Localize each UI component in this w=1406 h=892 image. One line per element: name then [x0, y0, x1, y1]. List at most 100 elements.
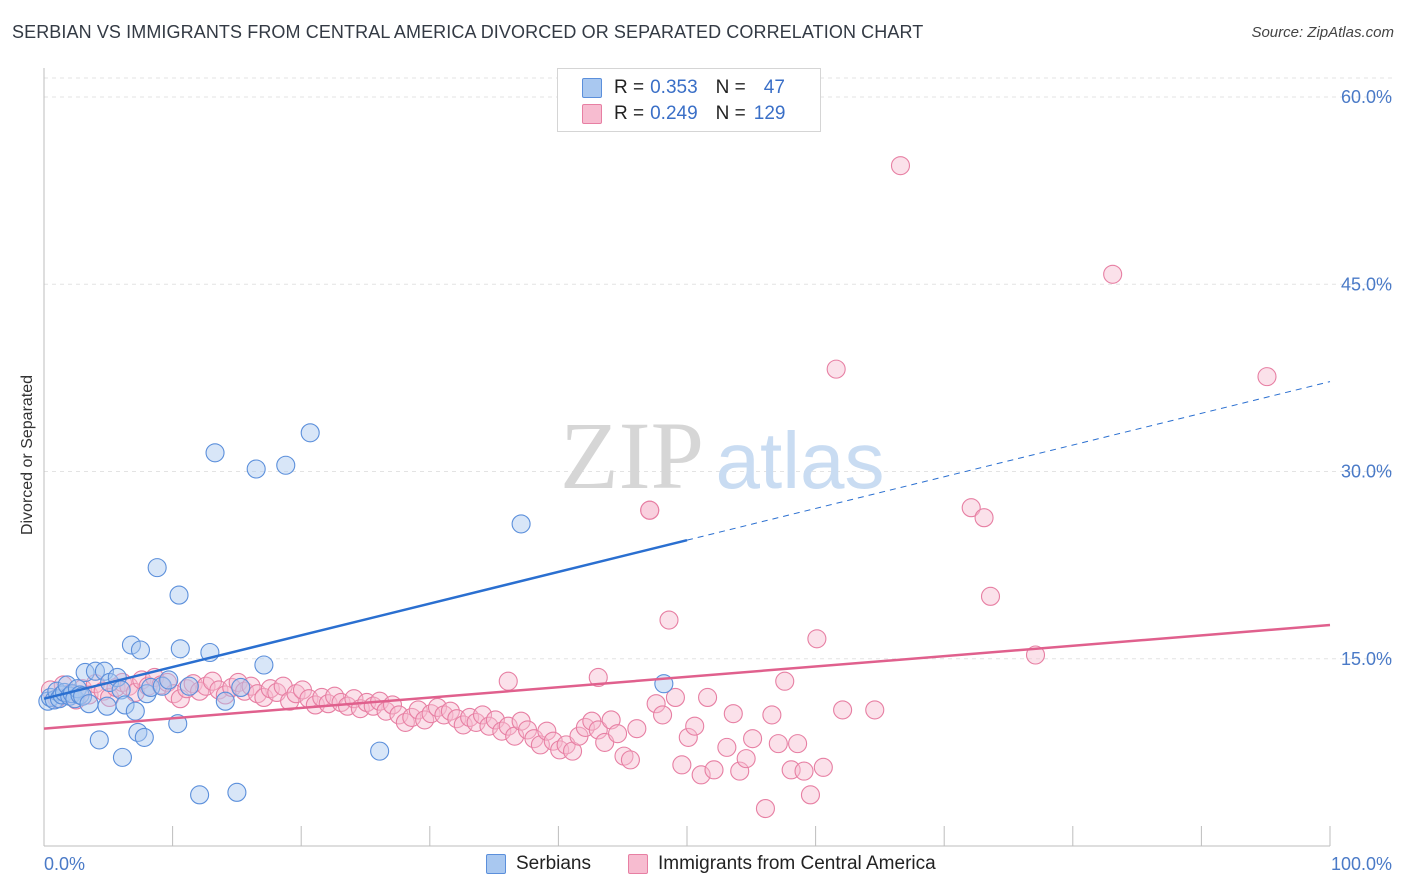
immigrants-point — [704, 760, 724, 780]
legend-r-value: 0.353 — [650, 77, 698, 98]
immigrants-point — [395, 712, 415, 732]
legend-n-value: 47 — [763, 77, 785, 98]
x-tick-label: 0.0% — [44, 854, 85, 874]
immigrants-point — [768, 734, 788, 754]
immigrants-point — [1025, 645, 1046, 665]
immigrants-point — [800, 785, 821, 805]
serbians-point — [169, 585, 189, 605]
legend-r-label: R = — [614, 103, 645, 124]
serbians-trendline — [43, 538, 688, 700]
trendlines — [43, 381, 1331, 730]
immigrants-point — [440, 701, 460, 721]
serbians-point — [89, 730, 109, 750]
serbians-point — [205, 443, 225, 463]
immigrants-point — [961, 498, 981, 518]
immigrants-legend-swatch — [628, 854, 648, 874]
legend-n-label: N = — [715, 77, 746, 98]
immigrants-point — [640, 500, 660, 520]
serbians-trendline-extension — [686, 381, 1331, 541]
source-label: Source: ZipAtlas.com — [1251, 24, 1394, 41]
immigrants-point — [653, 705, 673, 725]
serbians-point — [231, 677, 251, 698]
immigrants-point — [974, 508, 994, 528]
tick-labels: 15.0% 30.0% 45.0% 60.0% 0.0% 100.0% — [44, 87, 1392, 874]
immigrants-point — [492, 721, 512, 741]
immigrants-point — [196, 676, 216, 696]
y-tick-label: 45.0% — [1341, 274, 1392, 294]
immigrants-point — [794, 761, 814, 781]
serbians-point — [276, 455, 296, 475]
serbians-point — [170, 639, 190, 659]
watermark: ZIP atlas — [560, 402, 884, 509]
immigrants-point — [717, 737, 737, 757]
immigrants-point — [537, 721, 557, 741]
immigrants-point — [865, 700, 885, 720]
serbians-point — [159, 670, 179, 690]
immigrants-point — [427, 697, 448, 717]
immigrants-point — [833, 700, 853, 720]
immigrants-point — [1103, 264, 1123, 284]
immigrants-point — [588, 667, 608, 688]
immigrants-point — [813, 757, 833, 777]
serbians-point — [115, 695, 135, 715]
legend-n-label: N = — [715, 103, 746, 124]
serbians-point — [130, 640, 150, 660]
immigrants-point — [672, 755, 692, 775]
immigrants-point — [788, 734, 808, 754]
immigrants-point — [775, 671, 795, 691]
serbians-point — [370, 741, 390, 761]
immigrants-point — [608, 724, 628, 744]
immigrants-point — [730, 761, 750, 781]
y-tick-label: 15.0% — [1341, 649, 1392, 669]
immigrants-point — [723, 704, 743, 724]
watermark-atlas: atlas — [716, 416, 885, 505]
serbians-legend-swatch — [486, 854, 506, 874]
immigrants-point — [627, 719, 647, 739]
serbians-point — [134, 727, 154, 747]
bottom-legend-serbians: Serbians — [486, 852, 591, 876]
serbians-point — [300, 423, 320, 443]
y-tick-label: 30.0% — [1341, 462, 1392, 482]
immigrants-point — [691, 765, 711, 785]
serbians-point — [227, 782, 247, 802]
axes — [43, 68, 1331, 847]
immigrants-point — [498, 716, 518, 736]
serbians-point — [121, 635, 141, 655]
bottom-legend-immigrants: Immigrants from Central America — [628, 852, 936, 876]
serbians-point — [97, 696, 117, 716]
x-tick-label: 100.0% — [1331, 854, 1392, 874]
immigrants-point — [472, 705, 493, 725]
serbians-point — [147, 558, 167, 578]
y-tick-label: 60.0% — [1341, 87, 1392, 107]
serbians-point — [511, 514, 531, 534]
immigrants-point — [190, 681, 210, 701]
immigrants-legend-label: Immigrants from Central America — [658, 853, 936, 874]
serbians-point — [79, 694, 99, 714]
immigrants-point — [736, 749, 756, 769]
immigrants-point — [755, 798, 775, 819]
legend-r-label: R = — [614, 77, 645, 98]
immigrants-point — [743, 729, 763, 749]
legend-n-value: 129 — [753, 103, 786, 124]
immigrants-point — [241, 676, 261, 696]
immigrants-point — [678, 727, 698, 747]
immigrants-point — [659, 610, 679, 630]
gridlines — [44, 77, 1394, 660]
immigrants-swatch — [582, 104, 602, 124]
immigrants-trendline — [43, 623, 1331, 730]
serbians-point — [75, 662, 95, 683]
immigrants-point — [215, 685, 235, 705]
serbians-point — [246, 459, 266, 479]
immigrants-point — [498, 671, 518, 691]
serbians-legend-label: Serbians — [516, 853, 591, 874]
immigrants-point — [762, 705, 782, 725]
immigrants-point — [408, 700, 428, 720]
watermark-zip: ZIP — [560, 402, 704, 509]
immigrants-point — [280, 691, 300, 711]
immigrants-point — [646, 694, 666, 714]
serbians-swatch — [582, 78, 602, 98]
immigrants-point — [620, 750, 640, 770]
serbians-point — [215, 691, 235, 711]
immigrants-point — [466, 712, 486, 732]
